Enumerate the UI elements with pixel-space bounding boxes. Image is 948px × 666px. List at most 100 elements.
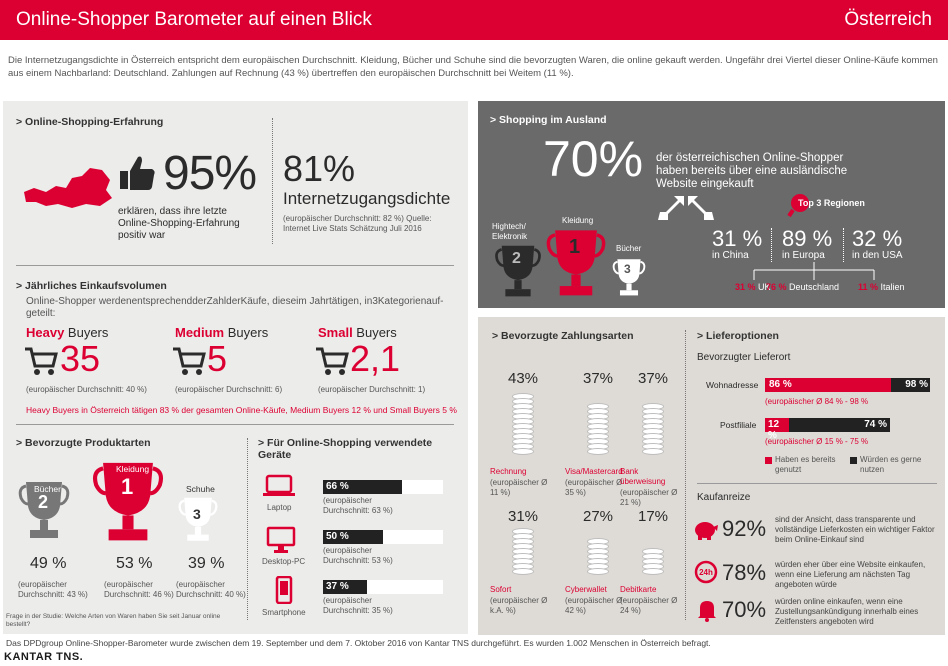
- payment-delivery-panel: [478, 317, 945, 635]
- abroad-cat-rank: 2: [512, 250, 521, 267]
- abroad-pct: 70%: [543, 131, 644, 187]
- product-name: Kleidung: [116, 464, 150, 474]
- thumbs-up-icon: [120, 156, 155, 190]
- abroad-cat-rank: 1: [569, 236, 581, 258]
- divider: [685, 330, 686, 620]
- incentive-pct: 70%: [722, 597, 767, 622]
- small-buyers-value: 2,1: [350, 338, 401, 379]
- delivery-bar: 12 % 74 %: [765, 418, 890, 441]
- 24h-clock-icon: 24h: [694, 560, 718, 584]
- device-bar-rest: [402, 480, 443, 494]
- payment-note: (europäischer Ø k.A. %): [490, 596, 548, 615]
- divider: [272, 118, 273, 244]
- device-bar-fill: 37 %: [323, 580, 367, 594]
- heavy-buyers-value: 35: [60, 338, 101, 379]
- product-note: (europäischer Durchschnitt: 40 %): [176, 580, 246, 599]
- cart-icon: [173, 347, 206, 375]
- arrow-icon: [658, 196, 714, 220]
- delivery-row-label: Postfiliale: [720, 420, 757, 430]
- volume-desc: Online-Shopper werdenentsprechendderZahl…: [26, 296, 444, 319]
- payment-note: (europäischer Ø 24 %): [620, 596, 678, 615]
- legend-would-label: Würden es gerne nutzen: [860, 455, 922, 474]
- incentive-text: würden eher über eine Website einkaufen,…: [775, 560, 926, 589]
- divider: [247, 438, 248, 620]
- device-note: (europäischer Durchschnitt: 53 %): [323, 546, 393, 565]
- incentives-heading: Kaufanreize: [697, 492, 751, 503]
- divider: [697, 483, 937, 484]
- payment-pct: 17%: [638, 508, 669, 525]
- experience-desc: erklären, dass ihre letzte Online-Shoppi…: [118, 206, 240, 241]
- coin: [512, 568, 534, 575]
- abroad-panel: [478, 101, 945, 308]
- payment-pct: 31%: [508, 508, 539, 525]
- product-note: (europäischer Durchschnitt: 46 %): [104, 580, 174, 599]
- internet-pct: 81%: [283, 148, 356, 189]
- coin-stack-icon: [642, 548, 664, 575]
- divider: [771, 228, 772, 262]
- product-pct: 53 %: [116, 555, 153, 572]
- region-pct: 32 %: [852, 226, 903, 251]
- payment-name: Bank überweisung: [620, 467, 666, 486]
- abroad-cat-name: Kleidung: [562, 216, 594, 225]
- svg-text:24h: 24h: [699, 568, 713, 577]
- volume-footer: Heavy Buyers in Österreich tätigen 83 % …: [26, 405, 457, 415]
- legend-used-label: Haben es bereits genutzt: [775, 455, 836, 474]
- region-name: in China: [712, 250, 749, 261]
- device-name: Smartphone: [262, 608, 306, 617]
- divider: [16, 424, 454, 425]
- payment-pct: 43%: [508, 370, 539, 387]
- desktop-pc-icon: [266, 526, 296, 553]
- product-rank: 1: [121, 474, 134, 499]
- country-label: Österreich: [844, 9, 932, 30]
- heavy-buyers-note: (europäischer Durchschnitt: 40 %): [26, 385, 147, 394]
- payment-note: (europäischer Ø 42 %): [565, 596, 623, 615]
- small-buyers-label: Small Buyers: [318, 325, 397, 340]
- delivery-bar: 86 % 98 %: [765, 378, 930, 392]
- payment-note: (europäischer Ø 21 %): [620, 488, 678, 507]
- medium-buyers-note: (europäischer Durchschnitt: 6): [175, 385, 283, 394]
- payment-name: Rechnung: [490, 467, 527, 476]
- coin: [587, 448, 609, 455]
- trophy-icon: [546, 230, 606, 296]
- payment-name: Cyberwallet: [565, 585, 607, 594]
- device-bar: 50 %: [323, 530, 443, 544]
- product-pct: 49 %: [30, 555, 67, 572]
- austria-map-icon: [24, 168, 112, 208]
- products-footnote: Frage in der Studie: Welche Arten von Wa…: [6, 613, 221, 628]
- incentive-pct: 78%: [722, 560, 767, 585]
- payment-pct: 37%: [583, 370, 614, 387]
- incentive-text: würden online einkaufen, wenn eine Zuste…: [775, 597, 919, 626]
- legend-swatch-would: [850, 457, 857, 464]
- bell-icon: [698, 601, 716, 622]
- device-bar-rest: [367, 580, 443, 594]
- kantar-logo: KANTAR TNS.: [4, 651, 84, 663]
- header-bar: Online-Shopper Barometer auf einen Blick…: [0, 0, 948, 40]
- abroad-heading: > Shopping im Ausland: [490, 114, 607, 126]
- coin: [642, 568, 664, 575]
- payment-name: Visa/Mastercard: [565, 467, 623, 476]
- region-name: in den USA: [852, 250, 903, 261]
- divider: [16, 265, 454, 266]
- internet-note: (europäischer Durchschnitt: 82 %) Quelle…: [283, 214, 432, 233]
- divider: [843, 228, 844, 262]
- region-pct: 31 %: [712, 226, 763, 251]
- product-rank: 2: [38, 492, 49, 512]
- trophy-icon: [18, 482, 70, 538]
- delivery-bar-b: 74 %: [864, 419, 887, 430]
- coin: [587, 568, 609, 575]
- payment-note: (europäischer Ø 11 %): [490, 478, 548, 497]
- page-title: Online-Shopper Barometer auf einen Blick: [16, 9, 372, 30]
- coin-stack-icon: [512, 393, 534, 455]
- abroad-cat-name: Hightech/ Elektronik: [492, 222, 528, 241]
- coin: [512, 448, 534, 455]
- intro-text: Die Internetzugangsdichte in Österreich …: [8, 55, 938, 79]
- cart-icon: [316, 347, 349, 375]
- delivery-sub: Bevorzugter Lieferort: [697, 352, 791, 363]
- payment-name: Sofort: [490, 585, 512, 594]
- device-bar: 37 %: [323, 580, 443, 594]
- internet-label: Internetzugangsdichte: [283, 189, 451, 208]
- payment-name: Debitkarte: [620, 585, 657, 594]
- experience-pct: 95%: [163, 147, 257, 200]
- piggy-bank-icon: [695, 522, 718, 540]
- bracket-lines: [753, 262, 875, 280]
